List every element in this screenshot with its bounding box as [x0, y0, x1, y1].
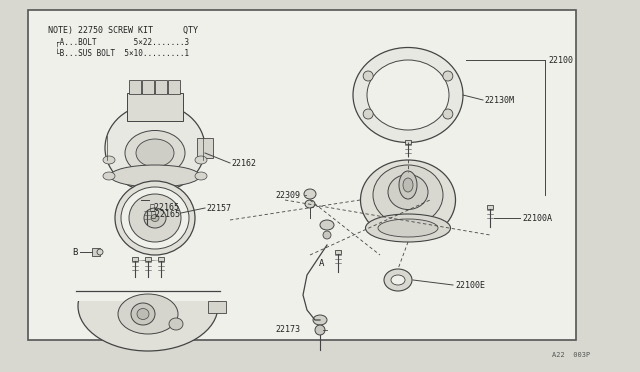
Ellipse shape	[305, 200, 315, 208]
Ellipse shape	[118, 294, 178, 334]
Ellipse shape	[125, 131, 185, 176]
Ellipse shape	[105, 104, 205, 192]
Text: 22173: 22173	[275, 326, 300, 334]
Bar	[158, 257, 164, 261]
Bar	[129, 80, 141, 94]
Bar	[487, 205, 493, 209]
Bar	[73, 261, 223, 301]
Text: 22162: 22162	[231, 158, 256, 167]
Text: 22100A: 22100A	[522, 214, 552, 222]
Ellipse shape	[323, 231, 331, 239]
Bar	[155, 80, 167, 94]
Ellipse shape	[78, 261, 218, 351]
Text: ┌A...BOLT        5×22.......3: ┌A...BOLT 5×22.......3	[55, 38, 189, 47]
Bar	[143, 202, 147, 212]
Text: A22  003P: A22 003P	[552, 352, 590, 358]
Ellipse shape	[103, 172, 115, 180]
Bar	[142, 80, 154, 94]
Ellipse shape	[115, 181, 195, 255]
Bar	[127, 93, 183, 121]
Ellipse shape	[151, 215, 159, 221]
Ellipse shape	[320, 220, 334, 230]
Ellipse shape	[388, 174, 428, 209]
Ellipse shape	[313, 315, 327, 325]
Bar	[145, 257, 151, 261]
Ellipse shape	[103, 156, 115, 164]
Bar	[92, 248, 100, 256]
Text: 22100E: 22100E	[455, 280, 485, 289]
Ellipse shape	[378, 219, 438, 237]
Ellipse shape	[137, 308, 149, 320]
Text: A: A	[319, 259, 324, 267]
Text: 22157: 22157	[206, 203, 231, 212]
Text: B: B	[72, 247, 78, 257]
Bar	[28, 10, 576, 340]
Bar	[132, 257, 138, 261]
Text: └B...SUS BOLT  5×10.........1: └B...SUS BOLT 5×10.........1	[55, 49, 189, 58]
Circle shape	[363, 71, 373, 81]
Ellipse shape	[360, 160, 456, 240]
Ellipse shape	[315, 325, 325, 335]
Ellipse shape	[365, 214, 451, 242]
Ellipse shape	[353, 48, 463, 142]
Ellipse shape	[195, 172, 207, 180]
Bar	[144, 206, 150, 210]
Ellipse shape	[110, 165, 200, 187]
Circle shape	[443, 71, 453, 81]
Bar	[197, 138, 213, 158]
Ellipse shape	[384, 269, 412, 291]
Ellipse shape	[373, 165, 443, 225]
Ellipse shape	[97, 249, 103, 255]
Text: ∥22165: ∥22165	[150, 202, 180, 212]
Ellipse shape	[144, 208, 166, 228]
Ellipse shape	[169, 318, 183, 330]
Ellipse shape	[403, 178, 413, 192]
Text: NOTE) 22750 SCREW KIT      QTY: NOTE) 22750 SCREW KIT QTY	[48, 26, 198, 35]
Text: 22309: 22309	[275, 190, 300, 199]
Ellipse shape	[136, 139, 174, 167]
Text: 22130M: 22130M	[484, 96, 514, 105]
Bar	[405, 140, 411, 144]
Ellipse shape	[304, 189, 316, 199]
Text: 22100: 22100	[548, 55, 573, 64]
Bar	[208, 301, 226, 313]
Bar	[168, 80, 180, 94]
Circle shape	[443, 109, 453, 119]
Ellipse shape	[121, 187, 189, 249]
Bar	[335, 250, 341, 254]
Circle shape	[363, 109, 373, 119]
Ellipse shape	[129, 194, 181, 242]
Ellipse shape	[195, 156, 207, 164]
Ellipse shape	[391, 275, 405, 285]
Text: ∥22165: ∥22165	[151, 209, 181, 218]
Ellipse shape	[131, 303, 155, 325]
Ellipse shape	[399, 171, 417, 199]
Ellipse shape	[367, 60, 449, 130]
